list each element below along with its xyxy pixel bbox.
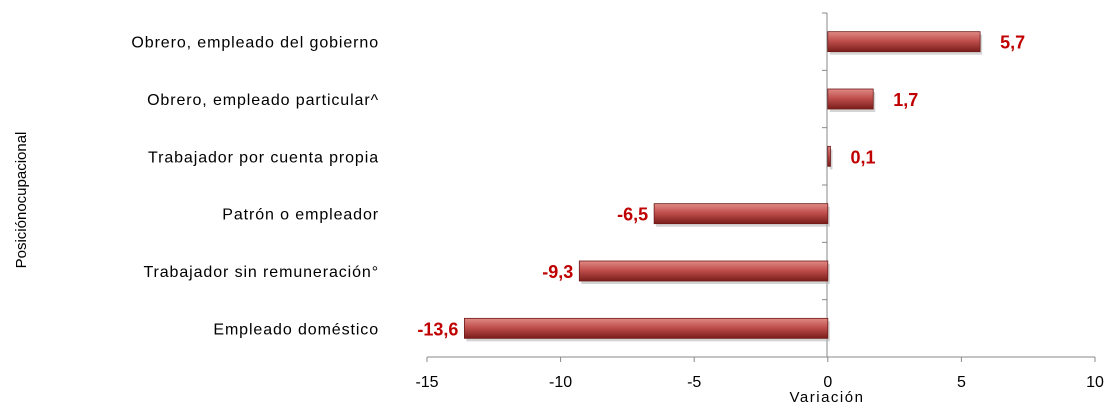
category-label: Trabajador sin remuneración°: [143, 264, 379, 281]
bar: [827, 145, 831, 167]
bar: [464, 317, 829, 339]
category-label: Obrero, empleado particular^: [147, 92, 379, 109]
data-label: -13,6: [417, 319, 458, 339]
data-label: -9,3: [542, 262, 573, 282]
category-label: Obrero, empleado del gobierno: [131, 35, 379, 52]
x-tick-label: -15: [415, 374, 438, 391]
data-label: -6,5: [617, 205, 648, 225]
bar-shadow: [829, 149, 833, 170]
x-tick-label: -5: [687, 374, 701, 391]
y-axis-title: Posiciónocupacional: [13, 132, 30, 269]
category-label: Empleado doméstico: [213, 321, 379, 338]
bar: [578, 260, 829, 282]
x-tick-label: 10: [1086, 374, 1104, 391]
bar: [827, 31, 981, 53]
data-label: 0,1: [850, 147, 875, 167]
category-label: Trabajador por cuenta propia: [148, 149, 379, 166]
x-tick-label: -10: [549, 374, 572, 391]
x-tick-label: 5: [957, 374, 966, 391]
x-tick-label: 0: [823, 374, 832, 391]
data-label: 5,7: [1000, 33, 1025, 53]
x-axis-title: Variación: [790, 389, 865, 406]
bar: [653, 203, 829, 225]
category-label: Patrón o empleador: [222, 207, 379, 224]
data-label: 1,7: [893, 90, 918, 110]
bar: [827, 88, 874, 110]
